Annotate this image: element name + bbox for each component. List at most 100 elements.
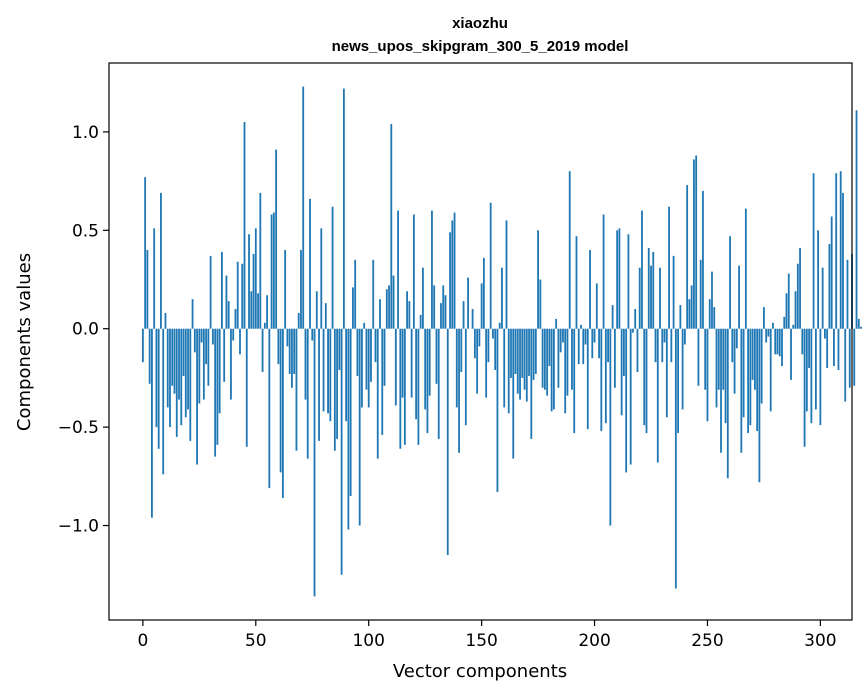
bar: [584, 328, 587, 345]
bar: [406, 291, 409, 329]
bar: [663, 328, 666, 343]
bar: [616, 230, 619, 329]
bar: [510, 328, 512, 378]
bar: [422, 267, 424, 329]
bar: [763, 307, 765, 329]
bar: [291, 328, 293, 388]
bar: [552, 328, 555, 410]
bar: [749, 328, 752, 426]
bar: [708, 299, 711, 329]
bar: [367, 328, 370, 408]
bar: [548, 328, 551, 367]
bar: [419, 314, 422, 329]
bar: [796, 263, 799, 329]
bar: [187, 328, 189, 410]
bar: [329, 328, 332, 422]
bar: [464, 328, 467, 426]
bar: [810, 328, 813, 424]
bar: [333, 328, 336, 451]
bar: [695, 155, 698, 329]
bar: [476, 328, 479, 394]
bar: [516, 328, 519, 394]
bar: [431, 210, 433, 329]
bar: [668, 206, 670, 329]
bar: [347, 328, 350, 530]
bar: [740, 328, 743, 453]
bar: [480, 283, 483, 329]
bar: [433, 285, 436, 329]
bar: [446, 328, 449, 556]
bar: [814, 328, 817, 410]
bar: [410, 328, 413, 398]
bar: [776, 328, 779, 355]
bar: [320, 228, 323, 329]
bar: [284, 249, 287, 329]
bar: [670, 328, 673, 363]
bar: [379, 299, 381, 329]
bar: [534, 328, 537, 374]
bar: [665, 328, 668, 418]
bar: [598, 328, 600, 359]
bar: [539, 279, 542, 329]
bar: [345, 328, 348, 422]
bar: [198, 328, 201, 404]
bar: [489, 202, 492, 329]
bar: [787, 273, 790, 329]
bar: [417, 328, 420, 445]
bar: [372, 259, 375, 329]
bar: [571, 328, 573, 390]
bar: [557, 328, 560, 388]
chart-subtitle: news_upos_skipgram_300_5_2019 model: [332, 38, 629, 55]
bar: [792, 324, 795, 329]
bar: [625, 328, 628, 473]
bar: [157, 328, 160, 449]
bar: [365, 328, 368, 390]
bar: [327, 328, 329, 414]
x-tick-label: 150: [465, 631, 497, 651]
bar: [324, 303, 327, 329]
bar: [715, 328, 718, 408]
y-axis-label: Components values: [14, 253, 35, 431]
bar: [591, 328, 594, 359]
bar: [532, 328, 535, 380]
bar: [180, 328, 183, 426]
bar: [582, 328, 585, 365]
bar: [683, 328, 686, 345]
bar: [604, 328, 607, 424]
bar: [693, 159, 695, 329]
bar: [602, 214, 605, 329]
bar: [356, 328, 359, 376]
bar: [808, 328, 810, 369]
bar: [564, 328, 567, 414]
x-tick-label: 250: [691, 631, 723, 651]
bar: [528, 328, 530, 376]
bar: [444, 295, 447, 329]
bar: [713, 307, 716, 329]
bar: [191, 299, 194, 329]
bar: [593, 328, 596, 343]
bar: [699, 259, 702, 329]
bar: [817, 230, 820, 329]
bar: [697, 328, 700, 386]
bar: [250, 291, 253, 329]
bar: [297, 312, 300, 329]
bar: [399, 328, 402, 449]
y-tick-label: 0.5: [72, 221, 99, 241]
bar: [507, 328, 510, 414]
bar: [388, 285, 390, 329]
bar: [731, 328, 734, 363]
bar: [575, 236, 578, 329]
bar: [207, 328, 210, 386]
bar: [342, 88, 345, 329]
bar: [354, 259, 357, 329]
bar: [656, 328, 659, 463]
bar: [392, 275, 395, 329]
bar: [385, 289, 388, 329]
bar: [586, 328, 589, 430]
bar: [453, 212, 456, 329]
bar: [688, 299, 691, 329]
bar: [340, 328, 343, 575]
bar: [629, 328, 632, 465]
bar: [706, 328, 709, 422]
